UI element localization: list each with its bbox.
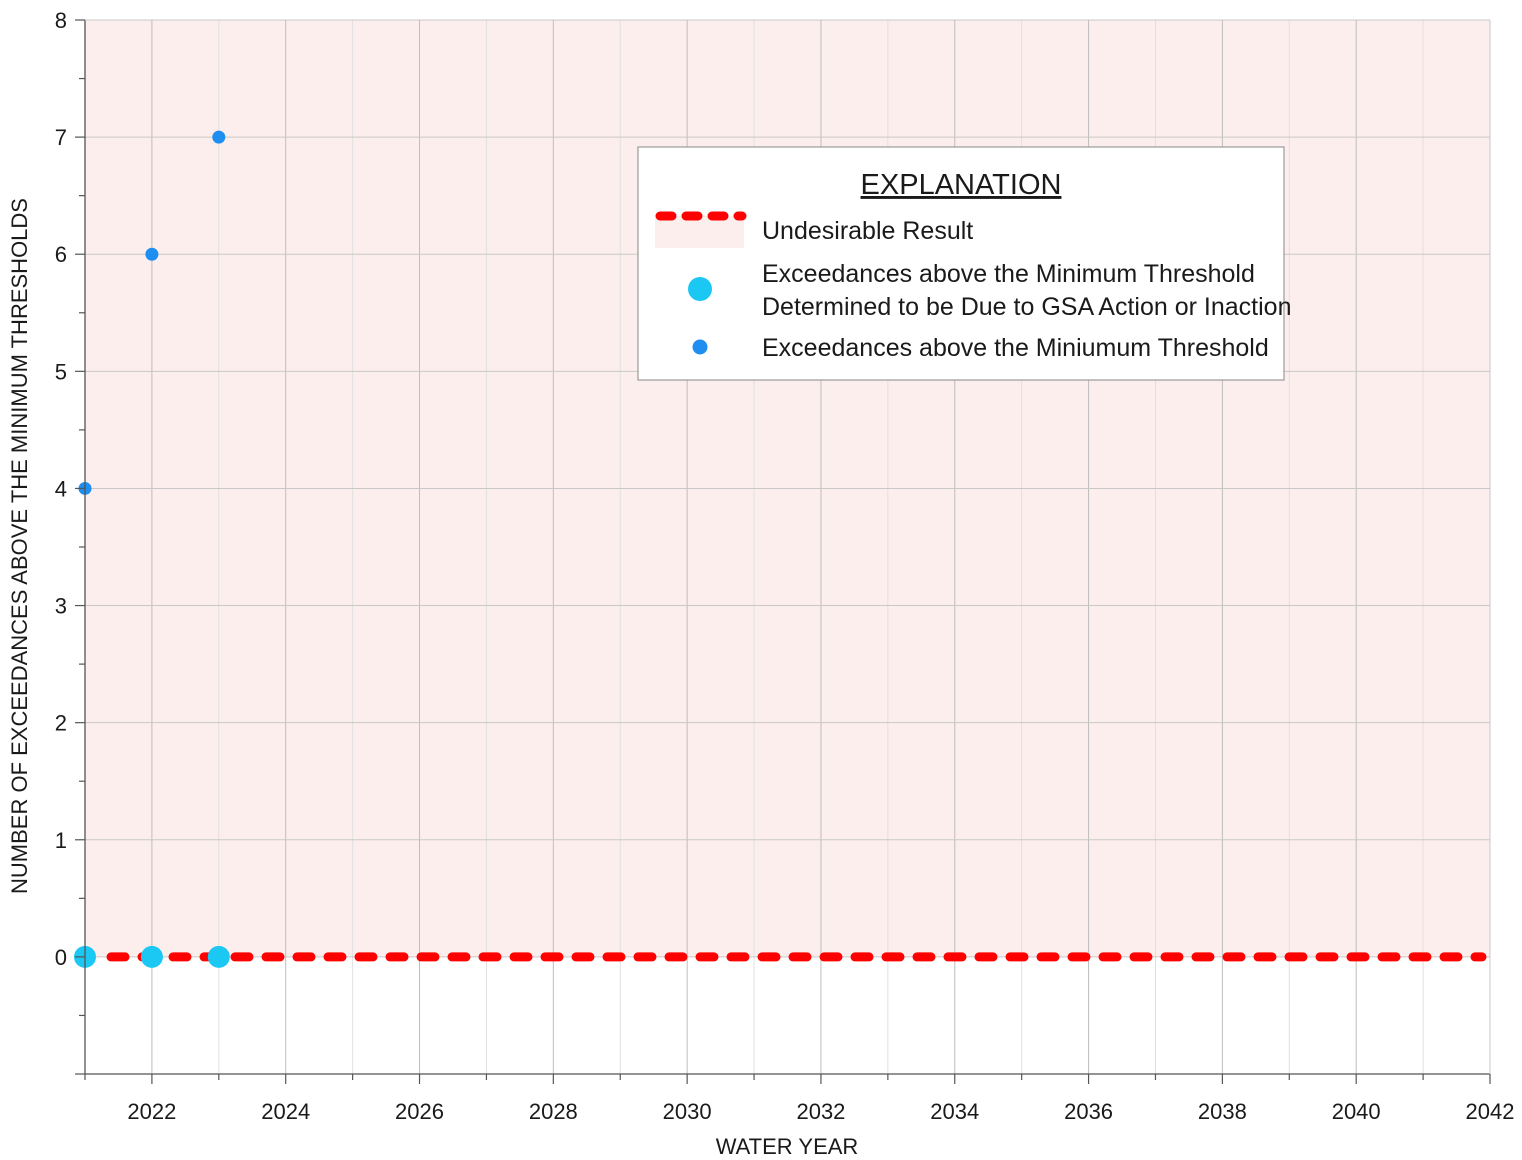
legend-marker-exceedance [692,339,708,355]
x-tick-label: 2022 [127,1099,176,1124]
data-point-series-1 [145,247,159,261]
x-axis-title: WATER YEAR [716,1134,859,1159]
y-tick-label: 1 [55,828,67,853]
y-axis-title: NUMBER OF EXCEEDANCES ABOVE THE MINIMUM … [7,198,32,894]
legend-marker-gsa [688,277,712,301]
legend-item-label: Exceedances above the Miniumum Threshold [762,334,1269,362]
x-tick-label: 2026 [395,1099,444,1124]
y-tick-label: 5 [55,359,67,384]
x-tick-label: 2032 [796,1099,845,1124]
x-tick-label: 2028 [529,1099,578,1124]
x-tick-label: 2034 [930,1099,979,1124]
legend-title: EXPLANATION [861,169,1062,201]
x-tick-label: 2040 [1332,1099,1381,1124]
axes-layer: 0 1 2 3 4 5 6 7 8 2022 2024 2026 2028 2030 2032 2034 203… [55,8,1515,1124]
data-point-series-1 [212,130,226,144]
x-tick-label: 2042 [1466,1099,1515,1124]
y-tick-label: 8 [55,8,67,33]
data-point-series-2 [207,945,230,968]
y-tick-label: 2 [55,711,67,736]
legend-item-label: Undesirable Result [762,217,973,245]
y-tick-label: 4 [55,476,67,501]
legend-box [637,146,1285,381]
legend-item-label: Determined to be Due to GSA Action or In… [762,293,1291,321]
x-tick-label: 2036 [1064,1099,1113,1124]
y-tick-label: 0 [55,945,67,970]
legend-swatch-undesirable [655,216,744,248]
x-tick-label: 2038 [1198,1099,1247,1124]
legend-item-label: Exceedances above the Minimum Threshold [762,260,1255,288]
y-tick-label: 3 [55,594,67,619]
y-tick-label: 7 [55,125,67,150]
data-point-series-2 [140,945,163,968]
y-tick-label: 6 [55,242,67,267]
x-tick-label: 2024 [261,1099,310,1124]
x-tick-label: 2030 [663,1099,712,1124]
legend: EXPLANATION Undesirable Result Exceedances… [637,146,1291,381]
